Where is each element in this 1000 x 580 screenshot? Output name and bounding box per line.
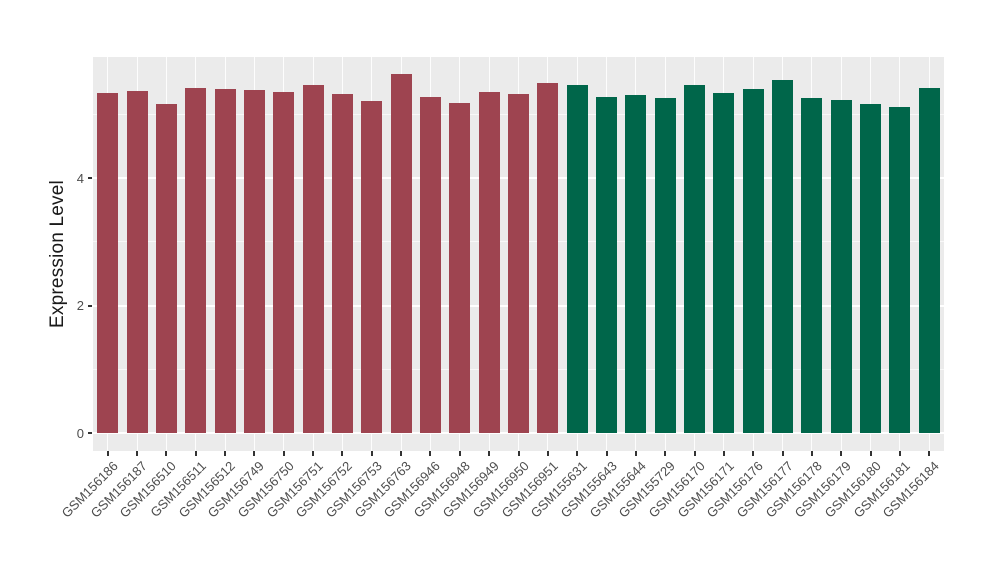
- x-tick-mark: [693, 451, 696, 456]
- bar-GSM156750: [273, 91, 295, 433]
- bar-GSM156751: [302, 85, 324, 433]
- bar-GSM156949: [478, 92, 500, 433]
- y-tick-mark: [88, 177, 92, 180]
- y-tick-label: 4: [76, 170, 84, 186]
- bar-GSM156511: [185, 88, 207, 433]
- x-tick-mark: [752, 451, 755, 456]
- bar-GSM156763: [390, 74, 412, 433]
- bar-GSM156171: [713, 92, 735, 433]
- x-tick-mark: [194, 451, 197, 456]
- x-tick-mark: [546, 451, 549, 456]
- x-tick-mark: [165, 451, 168, 456]
- x-tick-mark: [370, 451, 373, 456]
- bar-GSM156179: [830, 100, 852, 433]
- plot-panel: [93, 57, 944, 451]
- bar-GSM156951: [537, 83, 559, 433]
- x-tick-mark: [634, 451, 637, 456]
- x-tick-mark: [458, 451, 461, 456]
- bar-GSM156749: [243, 90, 265, 433]
- bar-GSM156950: [508, 94, 529, 433]
- bar-GSM156181: [889, 106, 911, 433]
- y-tick-mark: [88, 304, 92, 307]
- x-tick-mark: [488, 451, 491, 456]
- x-tick-mark: [605, 451, 608, 456]
- bar-GSM155644: [625, 94, 647, 433]
- x-tick-mark: [928, 451, 931, 456]
- bar-GSM156186: [97, 93, 119, 433]
- x-tick-mark: [136, 451, 139, 456]
- x-tick-mark: [810, 451, 813, 456]
- x-tick-mark: [722, 451, 725, 456]
- x-tick-mark: [781, 451, 784, 456]
- x-tick-mark: [517, 451, 520, 456]
- bar-GSM156753: [361, 101, 383, 433]
- x-tick-mark: [429, 451, 432, 456]
- bar-GSM156948: [449, 103, 471, 433]
- y-tick-label: 0: [76, 425, 84, 441]
- x-tick-mark: [400, 451, 403, 456]
- bar-GSM156178: [801, 97, 823, 433]
- bar-GSM155631: [566, 84, 588, 433]
- bar-GSM156752: [331, 94, 353, 433]
- x-tick-mark: [282, 451, 285, 456]
- bar-GSM156187: [126, 90, 148, 433]
- y-tick-mark: [88, 432, 92, 434]
- y-tick-label: 2: [76, 298, 84, 314]
- bar-GSM156180: [860, 103, 882, 433]
- x-tick-mark: [840, 451, 843, 456]
- x-tick-mark: [312, 451, 315, 456]
- bar-GSM155643: [596, 97, 618, 433]
- bar-GSM156170: [684, 85, 706, 433]
- x-tick-mark: [224, 451, 227, 456]
- x-tick-mark: [869, 451, 872, 456]
- x-tick-mark: [106, 451, 109, 456]
- bar-GSM156946: [419, 96, 441, 433]
- bar-GSM155729: [654, 97, 676, 433]
- bar-GSM156176: [742, 89, 764, 433]
- bar-GSM156184: [918, 88, 940, 433]
- x-tick-mark: [898, 451, 901, 456]
- bar-GSM156177: [772, 80, 794, 433]
- bar-GSM156510: [155, 103, 177, 433]
- x-tick-mark: [664, 451, 667, 456]
- bar-GSM156512: [214, 89, 236, 433]
- x-tick-mark: [576, 451, 579, 456]
- x-tick-mark: [341, 451, 344, 456]
- x-tick-mark: [253, 451, 256, 456]
